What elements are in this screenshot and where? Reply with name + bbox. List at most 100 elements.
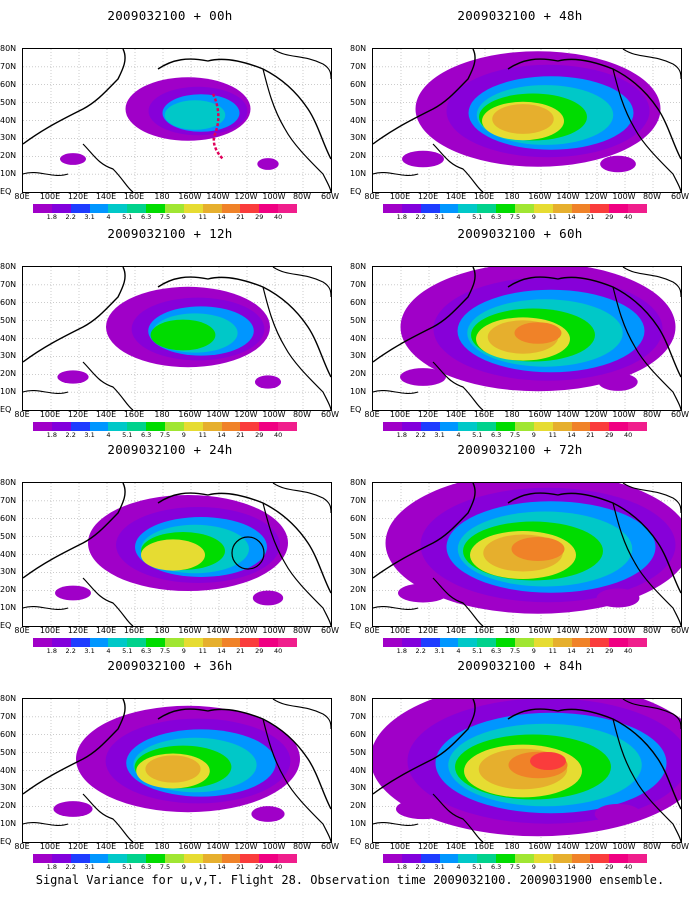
lon-tick-label: 160W: [178, 410, 202, 419]
lon-tick-label: 180: [154, 192, 170, 201]
panel-00h: 2009032100 + 00h 80N 70N 60N 50N 40N 30N 20N 10…: [0, 8, 340, 223]
colorbar-swatch: [420, 854, 440, 863]
colorbar-swatch: [278, 422, 298, 431]
lon-tick-label: 120E: [67, 842, 89, 851]
coastline: [23, 172, 69, 176]
latitude-labels: 80N 70N 60N 50N 40N 30N 20N 10N EQ: [0, 43, 22, 198]
panel-84h: 2009032100 + 84h 80N 70N 60N 50N 40N 30N 20N 10…: [350, 658, 690, 873]
colorbar-tick-label: 40: [624, 863, 633, 871]
lat-tick-label: 20N: [0, 585, 17, 595]
lon-tick-label: 160E: [123, 192, 145, 201]
colorbar-swatch: [51, 422, 71, 431]
colorbar-labels: 1.8 2.2 3.1 4 5.1 6.3 7.5 9 11 14 21 29 40: [383, 648, 647, 656]
lon-tick-label: 160W: [178, 192, 202, 201]
lon-tick-label: 180: [154, 626, 170, 635]
lat-tick-label: 70N: [0, 61, 17, 71]
colorbar-swatch: [458, 854, 478, 863]
colorbar-swatch: [33, 204, 52, 213]
variance-contour: [60, 153, 86, 165]
colorbar-swatch: [609, 638, 629, 647]
lon-tick-label: 100E: [39, 410, 61, 419]
colorbar-swatch: [439, 204, 459, 213]
colorbar-swatch: [165, 854, 184, 863]
colorbar-labels: 1.8 2.2 3.1 4 5.1 6.3 7.5 9 11 14 21 29 40: [33, 864, 297, 872]
colorbar-swatch: [165, 204, 184, 213]
lat-tick-label: 80N: [0, 44, 17, 53]
colorbar-swatch: [108, 638, 128, 647]
colorbar-labels: 1.8 2.2 3.1 4 5.1 6.3 7.5 9 11 14 21 29 40: [33, 648, 297, 656]
lat-tick-label: 30N: [350, 783, 367, 793]
colorbar-tick-label: 7.5: [509, 647, 521, 655]
lon-tick-label: 160W: [528, 626, 552, 635]
colorbar-labels: 1.8 2.2 3.1 4 5.1 6.3 7.5 9 11 14 21 29 40: [33, 432, 297, 440]
lat-tick-label: 80N: [0, 478, 17, 487]
colorbar-tick-label: 14: [217, 213, 226, 221]
coastline-asia: [373, 267, 476, 363]
lon-tick-label: 140E: [95, 626, 117, 635]
colorbar-tick-label: 11: [198, 647, 207, 655]
lat-tick-label: 20N: [350, 151, 367, 161]
longitude-labels: 80E 100E 120E 140E 160E 180 160W 140W 120W 100W 80…: [364, 626, 694, 636]
variance-contour: [251, 806, 285, 822]
variance-contour: [257, 158, 279, 170]
lon-tick-label: 100W: [262, 626, 286, 635]
lat-tick-label: 80N: [350, 478, 367, 487]
lon-tick-label: 80W: [642, 410, 662, 419]
lat-tick-label: 50N: [0, 315, 17, 325]
colorbar-tick-label: 14: [567, 863, 576, 871]
colorbar-tick-label: 1.8: [46, 213, 58, 221]
variance-contour: [55, 585, 91, 601]
colorbar-tick-label: 2.2: [65, 431, 76, 439]
colorbar-swatch: [609, 854, 629, 863]
lon-tick-label: 160E: [123, 626, 145, 635]
colorbar-swatch: [458, 422, 478, 431]
variance-contour: [398, 583, 448, 603]
longitude-labels: 80E 100E 120E 140E 160E 180 160W 140W 120W 100W 80…: [364, 842, 694, 852]
lat-tick-label: 80N: [0, 262, 17, 271]
colorbar-tick-label: 29: [255, 647, 264, 655]
colorbar-tick-label: 1.8: [46, 863, 58, 871]
lon-tick-label: 160W: [528, 842, 552, 851]
colorbar-swatch: [259, 204, 279, 213]
lon-tick-label: 100W: [262, 410, 286, 419]
coastline-asia: [432, 143, 484, 192]
lon-tick-label: 140W: [206, 626, 230, 635]
colorbar-tick-label: 9: [531, 431, 536, 439]
lon-tick-label: 120W: [234, 410, 258, 419]
coastline-asia: [82, 143, 134, 192]
colorbar-tick-label: 21: [236, 647, 245, 655]
colorbar-swatch: [89, 638, 109, 647]
lon-tick-label: 60W: [320, 626, 340, 635]
map-svg: [23, 267, 331, 410]
lat-tick-label: 10N: [350, 603, 367, 613]
colorbar-tick-label: 5.1: [472, 863, 483, 871]
colorbar-swatch: [70, 638, 90, 647]
lon-tick-label: 140E: [445, 192, 467, 201]
colorbar-tick-label: 29: [255, 213, 264, 221]
colorbar-swatch: [496, 204, 516, 213]
colorbar-tick-label: 3.1: [84, 863, 95, 871]
panel-title: 2009032100 + 00h: [107, 8, 233, 23]
colorbar-tick-label: 7.5: [509, 431, 521, 439]
colorbar-tick-label: 4: [106, 647, 111, 655]
colorbar-tick-label: 29: [605, 863, 614, 871]
panel-title: 2009032100 + 60h: [457, 226, 583, 241]
panel-title: 2009032100 + 24h: [107, 442, 233, 457]
colorbar-tick-label: 6.3: [490, 213, 502, 221]
colorbar-swatch: [496, 638, 516, 647]
lat-tick-label: 50N: [350, 97, 367, 107]
colorbar-tick-label: 21: [586, 863, 595, 871]
colorbar-swatch: [33, 854, 52, 863]
colorbar-swatch: [590, 854, 610, 863]
variance-contour: [57, 370, 89, 384]
flight-track: [211, 93, 224, 160]
colorbar-tick-label: 5.1: [122, 647, 133, 655]
panel-title: 2009032100 + 72h: [457, 442, 583, 457]
map-svg: [373, 267, 681, 410]
colorbar-swatch: [571, 204, 591, 213]
colorbar-swatch: [183, 422, 203, 431]
lat-tick-label: 30N: [350, 567, 367, 577]
colorbar-swatch: [439, 854, 459, 863]
lat-tick-label: 70N: [350, 495, 367, 505]
lat-tick-label: 20N: [350, 801, 367, 811]
